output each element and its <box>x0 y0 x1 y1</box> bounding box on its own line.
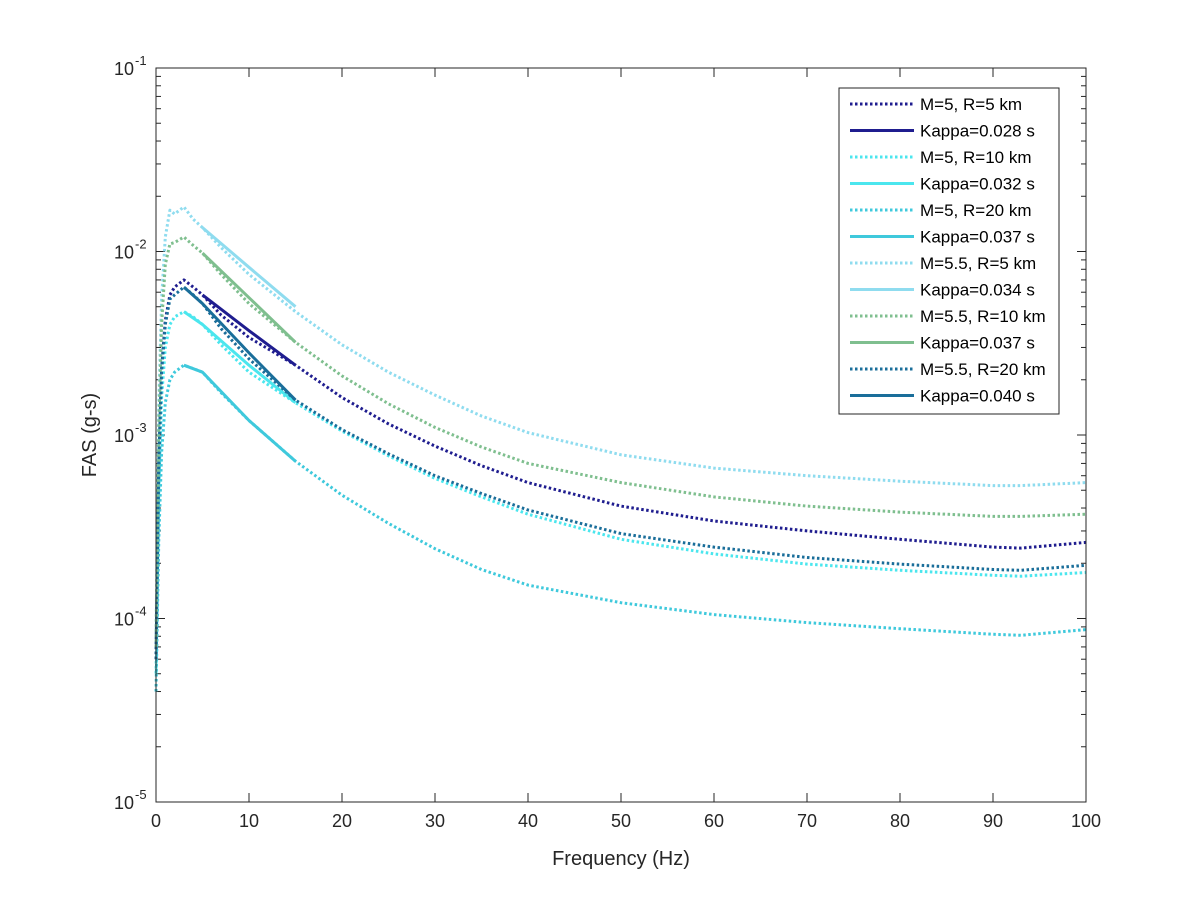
y-tick-label-exponent: -3 <box>135 420 147 435</box>
x-tick-label: 60 <box>704 811 724 831</box>
plot-series <box>154 205 1087 692</box>
legend-label: Kappa=0.040 s <box>920 387 1035 406</box>
legend-label: Kappa=0.037 s <box>920 228 1035 247</box>
x-tick-label: 80 <box>890 811 910 831</box>
x-tick-label: 40 <box>518 811 538 831</box>
series-line-7 <box>154 205 1087 637</box>
legend: M=5, R=5 km Kappa=0.028 s M=5, R=10 km Kapp… <box>838 87 1060 415</box>
legend-label: Kappa=0.037 s <box>920 334 1035 353</box>
series-line-11 <box>154 285 1087 660</box>
legend-label: M=5, R=5 km <box>920 95 1022 114</box>
legend-label: M=5.5, R=5 km <box>920 254 1036 273</box>
x-tick-label: 100 <box>1071 811 1101 831</box>
legend-label: Kappa=0.032 s <box>920 175 1035 194</box>
legend-label: M=5.5, R=20 km <box>920 360 1046 379</box>
x-tick-label: 70 <box>797 811 817 831</box>
y-tick-label-exponent: -4 <box>135 604 147 619</box>
y-tick-label: 10 -1 <box>114 53 147 79</box>
y-tick-label-base: 10 <box>114 426 134 446</box>
series-line-10 <box>201 252 297 344</box>
x-axis-label: Frequency (Hz) <box>552 848 690 870</box>
legend-box <box>838 87 1060 415</box>
x-tick-label: 30 <box>425 811 445 831</box>
legend-label: Kappa=0.028 s <box>920 122 1035 141</box>
y-tick-label-exponent: -2 <box>135 237 147 252</box>
x-tick-label: 50 <box>611 811 631 831</box>
legend-label: M=5.5, R=10 km <box>920 307 1046 326</box>
series-line-6 <box>183 363 297 463</box>
y-tick-label: 10 -3 <box>114 420 147 446</box>
axis-ticks: 0 10 20 30 40 50 60 70 80 90 10010-510-410-310-210… <box>114 53 1101 831</box>
x-tick-label: 20 <box>332 811 352 831</box>
y-tick-label-base: 10 <box>114 793 134 813</box>
legend-label: Kappa=0.034 s <box>920 281 1035 300</box>
y-tick-label-base: 10 <box>114 243 134 263</box>
series-line-9 <box>154 235 1087 647</box>
y-axis-label: FAS (g-s) <box>79 393 101 477</box>
y-tick-label-exponent: -1 <box>135 53 147 68</box>
series-line-5 <box>154 363 1087 692</box>
x-tick-label: 0 <box>151 811 161 831</box>
series-line-8 <box>201 226 297 308</box>
y-tick-label: 10 -4 <box>114 604 147 630</box>
legend-label: M=5, R=10 km <box>920 148 1032 167</box>
legend-label: M=5, R=20 km <box>920 201 1032 220</box>
y-tick-label-exponent: -5 <box>135 787 147 802</box>
plot-area-border <box>155 67 1087 803</box>
y-tick-label: 10 -2 <box>114 237 147 263</box>
y-tick-label-base: 10 <box>114 610 134 630</box>
series-line-12 <box>182 285 297 402</box>
series-line-3 <box>154 310 1087 674</box>
y-tick-label-base: 10 <box>114 59 134 79</box>
x-tick-label: 90 <box>983 811 1003 831</box>
x-tick-label: 10 <box>239 811 259 831</box>
series-line-4 <box>183 310 297 404</box>
series-line-2 <box>201 293 297 367</box>
y-tick-label: 10 -5 <box>114 787 147 813</box>
